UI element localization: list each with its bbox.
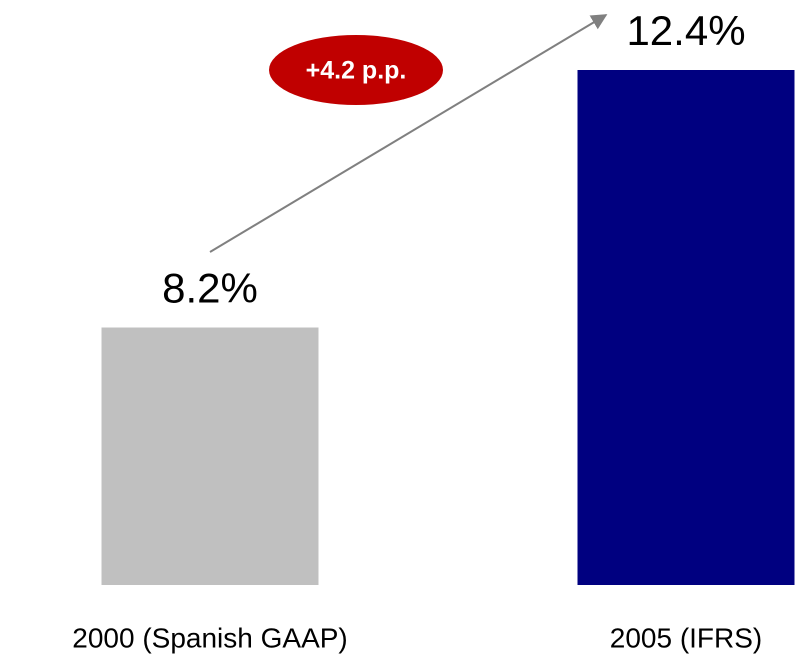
value-label: 12.4% bbox=[626, 7, 745, 54]
bar bbox=[101, 327, 319, 585]
annotation: +4.2 p.p. bbox=[306, 57, 407, 85]
x-tick-label: 2000 (Spanish GAAP) bbox=[72, 622, 348, 653]
annotation-badge bbox=[269, 35, 443, 105]
x-tick-label: 2005 (IFRS) bbox=[610, 622, 763, 653]
bar bbox=[577, 70, 795, 585]
trend-arrow bbox=[209, 14, 608, 253]
value-label: 8.2% bbox=[162, 265, 258, 312]
